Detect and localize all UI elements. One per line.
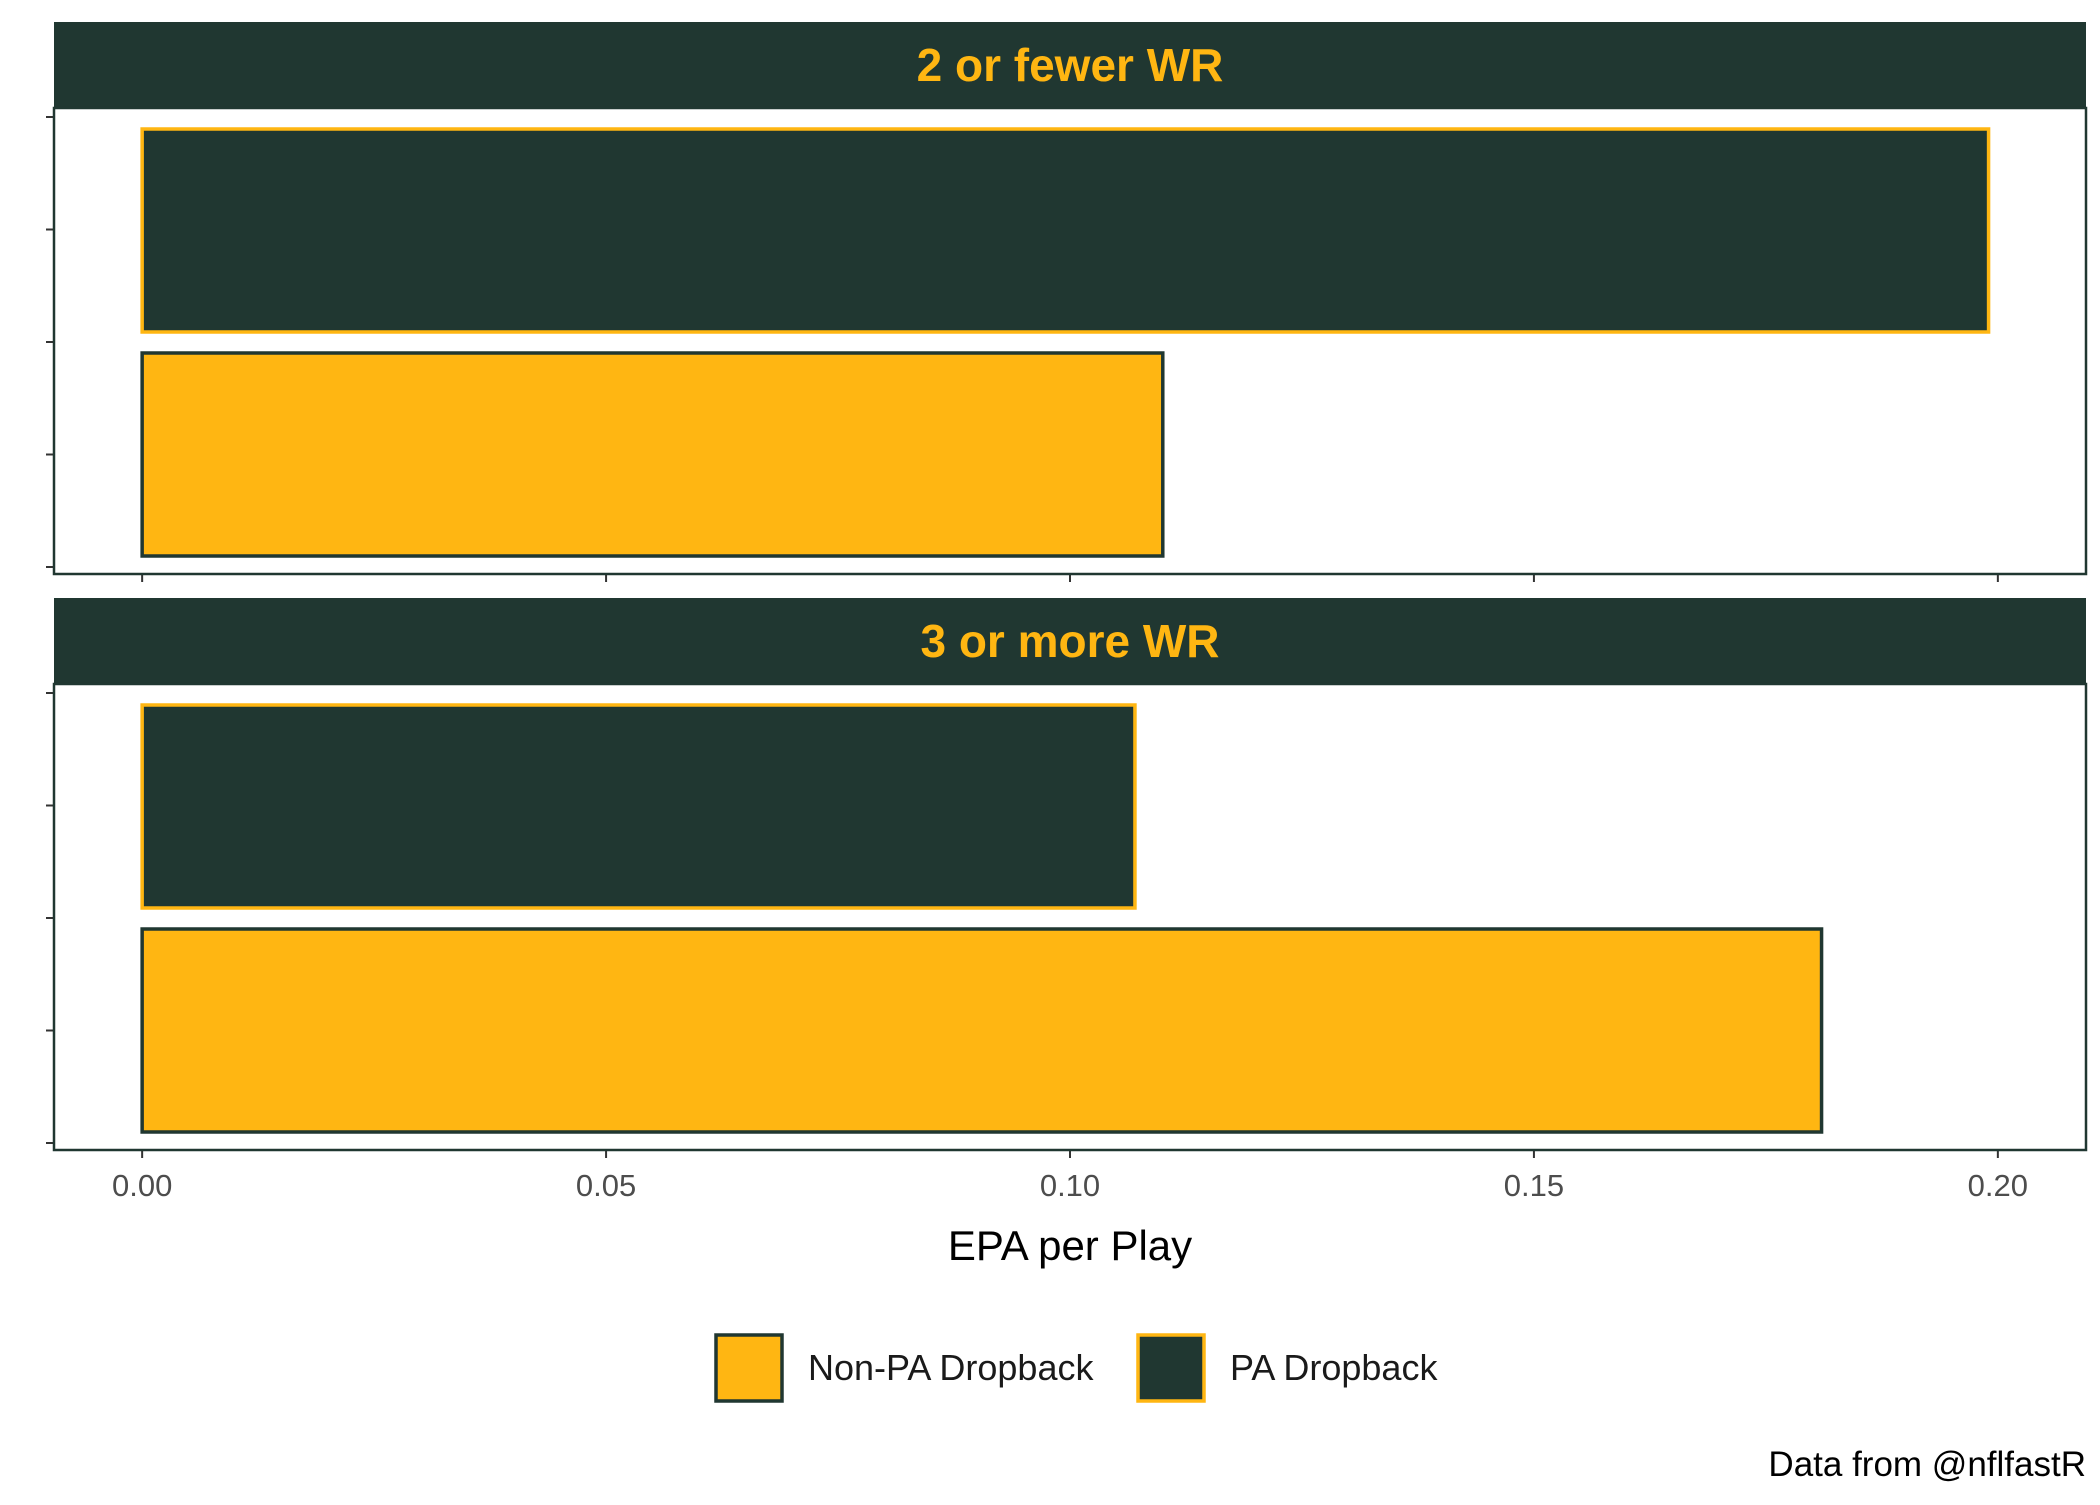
legend-label-2: PA Dropback: [1230, 1347, 1438, 1388]
facet-title-1: 2 or fewer WR: [917, 39, 1224, 91]
bar-2-1: [140, 703, 1137, 910]
legend-key-2: [1136, 1333, 1206, 1403]
bar-1-2: [140, 351, 1165, 558]
facet-strip-1: [54, 22, 2086, 108]
legend-key-1: [714, 1333, 784, 1403]
x-tick-label-2: 0.05: [576, 1168, 636, 1203]
facet-strip-2: [54, 598, 2086, 684]
x-tick-label-1: 0.00: [112, 1168, 172, 1203]
x-tick-label-4: 0.15: [1504, 1168, 1564, 1203]
panel-border-1: [52, 106, 2088, 576]
panel-border-2: [52, 682, 2088, 1152]
bar-2-2: [140, 927, 1824, 1134]
bar-1-1: [140, 127, 1991, 334]
facet-title-2: 3 or more WR: [920, 615, 1219, 667]
x-axis-title: EPA per Play: [948, 1222, 1192, 1269]
caption: Data from @nflfastR: [1768, 1445, 2086, 1484]
legend-label-1: Non-PA Dropback: [808, 1347, 1094, 1388]
x-tick-label-3: 0.10: [1040, 1168, 1100, 1203]
x-tick-label-5: 0.20: [1968, 1168, 2028, 1203]
